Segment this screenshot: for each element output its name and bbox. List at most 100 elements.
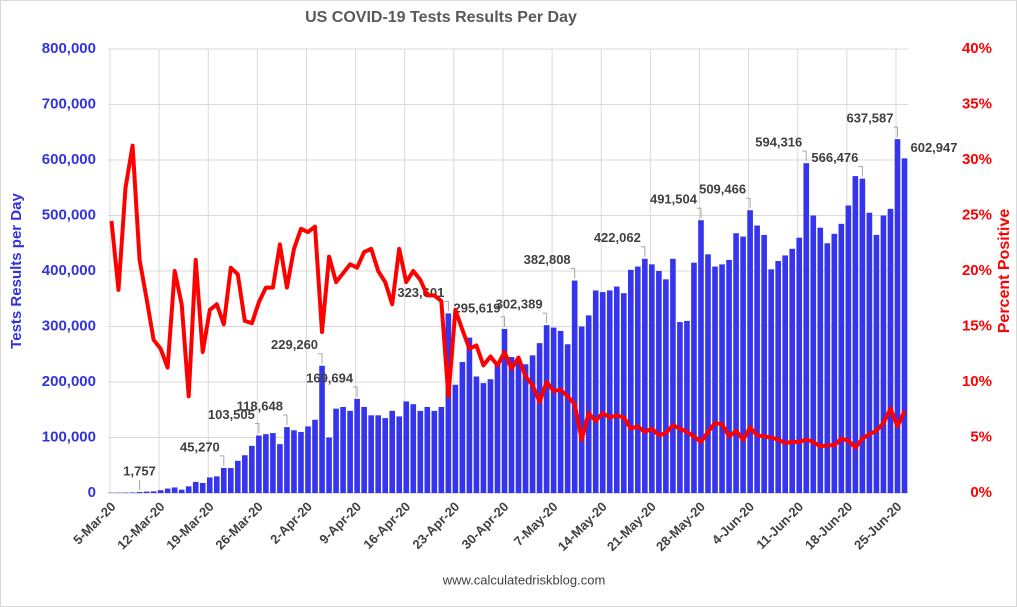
bar xyxy=(298,431,304,493)
bar xyxy=(578,326,585,493)
bar xyxy=(501,328,508,493)
bar xyxy=(305,426,311,493)
bar xyxy=(656,271,662,493)
label-leader xyxy=(219,455,225,466)
bar xyxy=(642,258,648,493)
label-leader xyxy=(746,197,751,209)
y-tick-label: 700,000 xyxy=(42,95,96,112)
x-tick-label: 5-Mar-20 xyxy=(70,499,118,547)
bar xyxy=(185,486,192,493)
data-label: 602,947 xyxy=(910,140,957,155)
bar xyxy=(606,290,613,493)
bar xyxy=(522,364,529,493)
bar xyxy=(719,264,725,493)
label-leader xyxy=(696,207,702,219)
bar xyxy=(424,406,431,493)
x-tick-label: 28-May-20 xyxy=(653,499,708,554)
bar xyxy=(817,227,824,493)
bar xyxy=(284,427,290,493)
y2-tick-label: 0% xyxy=(970,484,992,501)
bar xyxy=(164,488,171,493)
bar xyxy=(620,293,627,493)
label-leader xyxy=(858,166,863,177)
bar xyxy=(508,357,515,493)
x-tick-label: 16-Apr-20 xyxy=(360,499,413,552)
x-tick-label: 11-Jun-20 xyxy=(753,499,806,552)
label-leader xyxy=(444,300,449,312)
bar xyxy=(901,158,908,493)
bar xyxy=(382,418,388,493)
bar xyxy=(873,234,880,494)
bar xyxy=(859,178,866,493)
x-tick-label: 23-Apr-20 xyxy=(409,499,462,552)
data-label: 118,648 xyxy=(237,399,283,414)
bar xyxy=(599,292,606,493)
data-label: 103,505 xyxy=(208,407,255,422)
bar xyxy=(256,435,262,493)
bar xyxy=(613,286,620,493)
label-leader xyxy=(640,246,646,257)
bar xyxy=(824,243,831,493)
bar xyxy=(242,455,248,493)
bar xyxy=(235,460,241,493)
data-label: 637,587 xyxy=(846,111,893,126)
bar xyxy=(396,416,403,493)
bar xyxy=(754,225,760,494)
bar xyxy=(263,434,269,493)
bar xyxy=(361,406,367,493)
bar xyxy=(199,483,206,493)
bar xyxy=(529,355,536,493)
label-leader xyxy=(353,386,358,397)
bar xyxy=(894,139,901,493)
bar xyxy=(129,492,136,493)
y-tick-label: 500,000 xyxy=(42,206,96,223)
bar xyxy=(592,290,599,493)
label-leader xyxy=(542,312,548,324)
data-label: 422,062 xyxy=(594,230,641,245)
bar xyxy=(845,205,852,493)
bar xyxy=(810,215,817,493)
bar xyxy=(277,444,283,493)
bar xyxy=(705,254,711,493)
bar xyxy=(270,433,276,493)
data-label: 169,694 xyxy=(306,370,354,385)
y-axis-title: Tests Results per Day xyxy=(8,193,25,349)
x-tick-label: 4-Jun-20 xyxy=(709,499,757,547)
bar xyxy=(564,344,571,493)
y2-axis-title: Percent Positive xyxy=(996,209,1013,334)
bar xyxy=(354,398,360,493)
bar xyxy=(192,481,199,493)
bar xyxy=(326,437,332,493)
y2-tick-label: 30% xyxy=(962,151,992,168)
x-tick-label: 9-Apr-20 xyxy=(316,499,364,547)
bar xyxy=(887,208,894,493)
bar xyxy=(691,262,697,493)
label-leader xyxy=(318,353,323,364)
x-tick-label: 26-Mar-20 xyxy=(212,499,266,553)
y-tick-label: 0 xyxy=(88,484,96,501)
x-tick-label: 7-May-20 xyxy=(511,499,561,549)
data-label: 302,389 xyxy=(496,297,543,312)
bar xyxy=(340,406,346,493)
bar xyxy=(628,269,634,493)
bar xyxy=(635,266,641,493)
chart-title: US COVID-19 Tests Results Per Day xyxy=(305,9,577,26)
bar xyxy=(347,410,353,493)
bar xyxy=(473,376,480,493)
data-label: 491,504 xyxy=(650,192,698,207)
x-tick-label: 14-May-20 xyxy=(555,499,610,554)
bar xyxy=(459,362,466,493)
data-label: 45,270 xyxy=(180,439,220,454)
bar xyxy=(249,445,255,493)
bar xyxy=(852,176,859,493)
bar xyxy=(312,419,318,493)
y-tick-label: 400,000 xyxy=(42,262,96,279)
data-label: 594,316 xyxy=(755,135,802,150)
data-label: 295,619 xyxy=(453,300,500,315)
y2-tick-label: 35% xyxy=(962,95,992,112)
bar xyxy=(368,415,374,493)
bar xyxy=(838,223,845,493)
bar xyxy=(403,401,410,493)
y2-tick-label: 5% xyxy=(970,428,992,445)
